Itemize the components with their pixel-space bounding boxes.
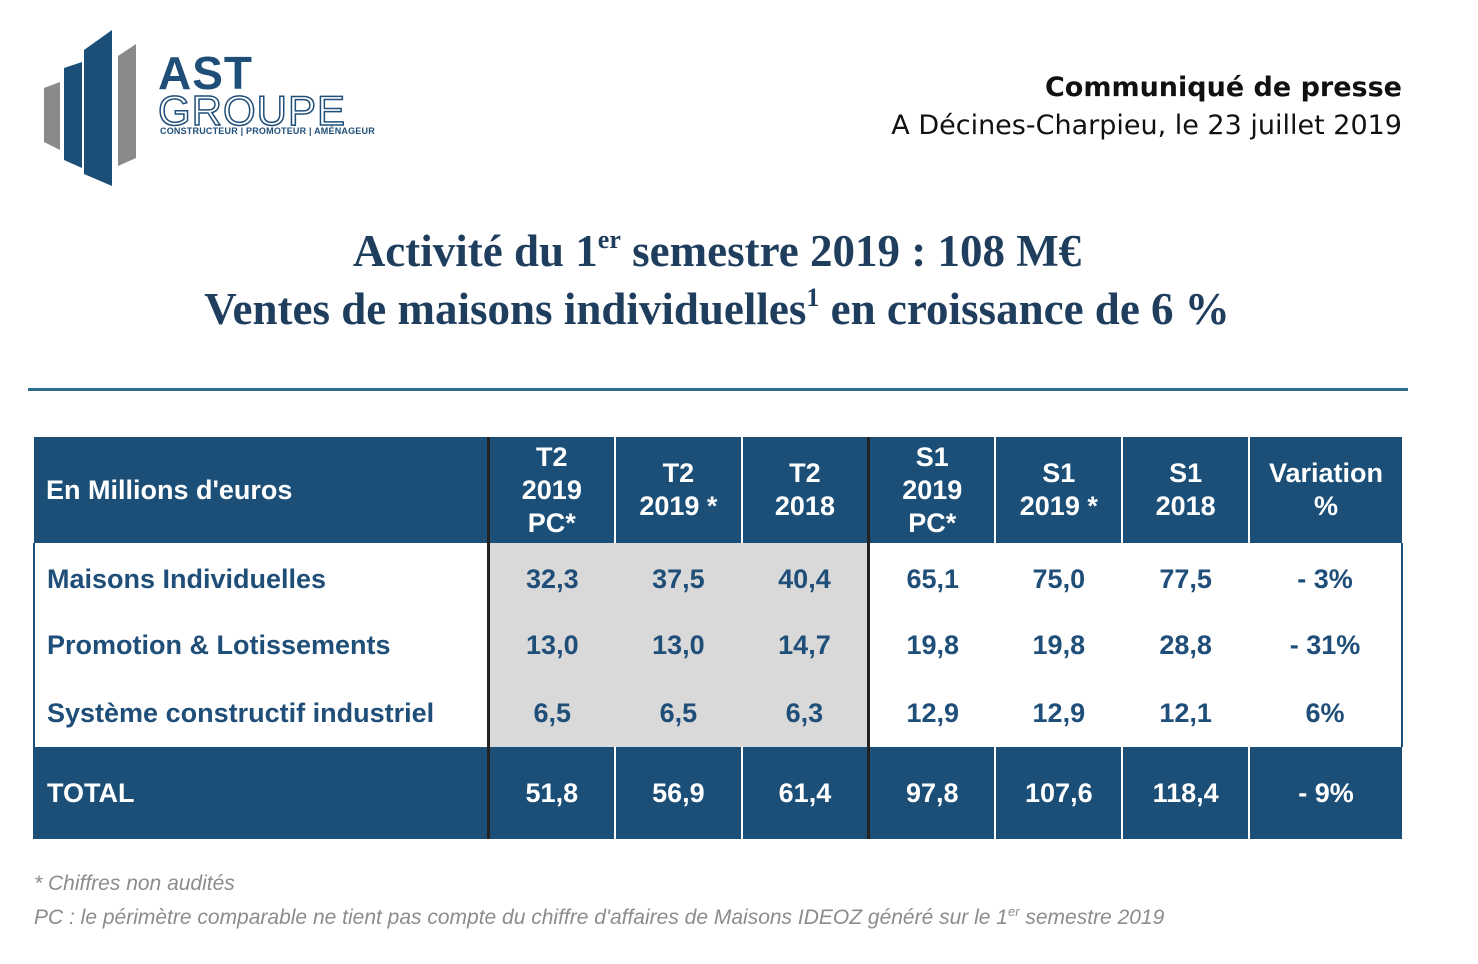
table-cell: 6,3 (741, 679, 871, 747)
column-header-line: S1 (1169, 458, 1203, 488)
table-cell: 75,0 (1032, 563, 1086, 594)
table-cell: 12,9 (906, 697, 960, 728)
revenue-table: En Millions d'euros T2 2019 PC* T2 2019 * T… (32, 437, 1403, 839)
headline-text: en croissance de 6 % (819, 284, 1230, 334)
headline-sup: 1 (806, 283, 820, 312)
column-header-line: 2019 (521, 474, 582, 505)
headline-line-1: Activité du 1er semestre 2019 : 108 M€ (0, 222, 1434, 280)
footnote-unaudited: * Chiffres non audités (34, 872, 235, 895)
headline-line-2: Ventes de maisons individuelles1 en croi… (0, 280, 1434, 338)
row-label: Système constructif industriel (32, 679, 489, 747)
logo-tagline: CONSTRUCTEUR | PROMOTEUR | AMÉNAGEUR (160, 126, 375, 136)
column-header-line: T2 (662, 458, 695, 488)
table-header-label: En Millions d'euros (34, 437, 490, 543)
row-label: Promotion & Lotissements (32, 611, 489, 679)
column-header-line: S1 (1042, 458, 1076, 488)
column-header-line: PC* (527, 507, 576, 538)
table-cell: 56,9 (614, 747, 743, 839)
table-row: Promotion & Lotissements 13,0 13,0 14,7 19,8… (32, 611, 1403, 679)
table-cell: 19,8 (1032, 629, 1086, 660)
column-header-line: Variation (1268, 458, 1384, 488)
logo-name: AST (158, 47, 253, 99)
headline-text: Activité du 1 (352, 226, 598, 276)
column-header-line: 2018 (1155, 491, 1216, 521)
table-cell: 32,3 (486, 543, 615, 611)
column-header: T2 2018 (741, 437, 871, 543)
table-cell: 13,0 (614, 611, 742, 679)
table-cell: 77,5 (1159, 563, 1212, 594)
table-cell: 28,8 (1159, 629, 1212, 660)
table-cell: 12,1 (1159, 697, 1212, 728)
column-header-line: 2019 * (1019, 491, 1098, 521)
press-title: Communiqué de presse (1044, 72, 1402, 103)
column-header-line: 2019 * (639, 491, 718, 521)
table-row: Maisons Individuelles 32,3 37,5 40,4 65,1 75,… (32, 543, 1403, 611)
table-cell: 118,4 (1122, 747, 1251, 839)
headline-text: semestre 2019 : 108 M€ (620, 226, 1082, 276)
divider-line (28, 388, 1408, 391)
table-cell: 40,4 (741, 543, 871, 611)
column-header: S1 2018 (1122, 437, 1251, 543)
footnotes: * Chiffres non audités PC : le périmètre… (34, 870, 1164, 932)
table-cell: 107,6 (995, 747, 1124, 839)
headline-sup: er (597, 225, 621, 254)
column-header-line: T2 (536, 441, 568, 472)
table-cell: - 9% (1249, 747, 1402, 839)
column-header: S1 2019 * (995, 437, 1124, 543)
table-cell: 65,1 (906, 563, 960, 594)
table-cell: 37,5 (614, 543, 742, 611)
table-cell: 13,0 (486, 611, 615, 679)
table-row: Système constructif industriel 6,5 6,5 6,3 1… (32, 679, 1403, 747)
table-cell: 14,7 (741, 611, 871, 679)
column-header: Variation% (1249, 437, 1402, 543)
table-cell: 12,9 (1032, 697, 1086, 728)
column-header-line: % (1314, 491, 1339, 521)
footnote-pc: PC : le périmètre comparable ne tient pa… (34, 898, 1164, 932)
company-logo: AST GROUPE CONSTRUCTEUR | PROMOTEUR | AM… (40, 28, 400, 188)
column-header: T2 2019 * (614, 437, 743, 543)
headline-text: Ventes de maisons individuelles (204, 284, 807, 334)
table-cell: - 3% (1249, 543, 1403, 611)
footnote-text: semestre 2019 (1019, 906, 1165, 929)
column-header: T2 2019 PC* (486, 437, 616, 543)
row-label: TOTAL (32, 747, 490, 839)
footnote-sup: er (1007, 904, 1020, 919)
table-cell: 51,8 (486, 747, 616, 839)
column-header-line: 2019 (902, 474, 963, 505)
press-header: Communiqué de presse A Décines-Charpieu,… (891, 70, 1402, 146)
column-header-line: 2018 (774, 491, 835, 521)
column-header-line: S1 (915, 441, 949, 472)
table-cell: 6,5 (614, 679, 742, 747)
logo-building-icon (44, 30, 136, 186)
press-date: A Décines-Charpieu, le 23 juillet 2019 (891, 110, 1402, 141)
row-label: Maisons Individuelles (32, 543, 489, 611)
table-cell: 6% (1249, 679, 1403, 747)
column-header-line: T2 (789, 458, 821, 488)
table-cell: - 31% (1249, 611, 1403, 679)
table-header-row: En Millions d'euros T2 2019 PC* T2 2019 * T… (34, 437, 1402, 543)
table-cell: 19,8 (906, 629, 960, 660)
logo-subname: GROUPE (157, 87, 347, 135)
table-total-row: TOTAL 51,8 56,9 61,4 97,8 107,6 118,4- 9% (32, 747, 1402, 839)
table-cell: 61,4 (741, 747, 871, 839)
column-header-line: PC* (908, 507, 957, 538)
column-header: S1 2019 PC* (868, 437, 997, 543)
table-cell: 97,8 (868, 747, 997, 839)
table-cell: 6,5 (486, 679, 615, 747)
footnote-text: PC : le périmètre comparable ne tient pa… (34, 906, 1008, 929)
headline: Activité du 1er semestre 2019 : 108 M€ V… (0, 222, 1434, 338)
